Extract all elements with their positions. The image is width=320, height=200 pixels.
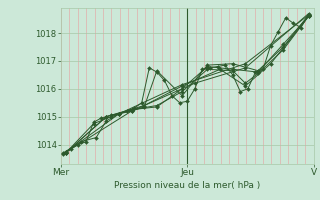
X-axis label: Pression niveau de la mer( hPa ): Pression niveau de la mer( hPa ) xyxy=(114,181,260,190)
